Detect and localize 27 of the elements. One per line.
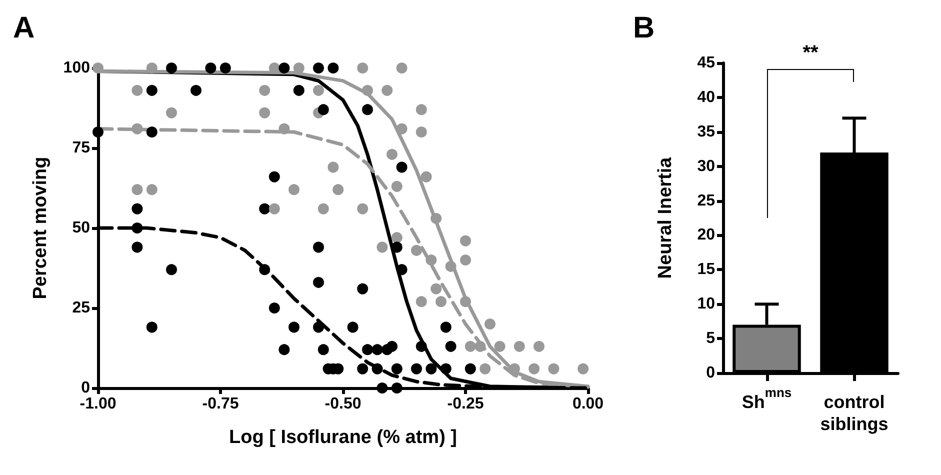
chart-title: A	[13, 12, 35, 44]
x-tick-label: -0.25	[447, 396, 484, 412]
x-tick-label: -1.00	[80, 396, 116, 412]
y-tick-label: 10	[697, 296, 716, 313]
y-tick-label: 30	[697, 158, 716, 175]
y-tick-label: 0	[706, 364, 716, 382]
y-tick-label: 40	[697, 88, 716, 106]
y-tick-label: 20	[697, 226, 716, 244]
x-axis-title: Log [ Isoflurane (% atm) ]	[229, 427, 457, 448]
y-tick-label: 5	[706, 330, 716, 348]
x-tick-label: 0.00	[572, 396, 604, 412]
annotation: **	[802, 42, 818, 64]
y-tick-label: 35	[697, 123, 716, 140]
x-tick-label: -0.75	[202, 396, 239, 412]
x-tick-label: control siblings	[820, 392, 888, 434]
y-axis-title: Percent moving	[30, 156, 51, 300]
chart-title: B	[633, 12, 655, 44]
y-axis-title: Neural Inertia	[655, 156, 676, 279]
y-tick-label: 0	[81, 380, 90, 396]
y-tick-label: 100	[63, 60, 90, 76]
y-tick-label: 50	[72, 220, 90, 236]
y-tick-label: 45	[697, 54, 716, 72]
y-tick-label: 25	[72, 300, 90, 316]
y-tick-label: 75	[72, 140, 90, 156]
y-tick-label: 15	[697, 261, 716, 278]
x-tick-label: -0.50	[324, 396, 362, 412]
y-tick-label: 25	[697, 192, 716, 210]
